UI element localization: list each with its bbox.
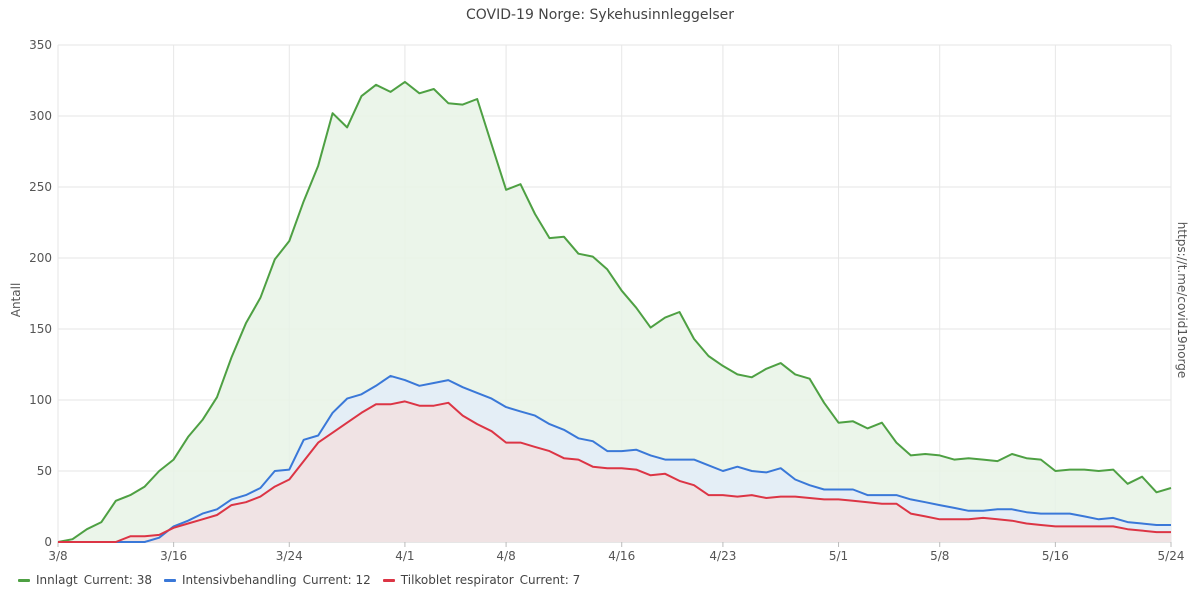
chart-title: COVID-19 Norge: Sykehusinnleggelser [466,7,734,23]
legend-item[interactable]: Innlagt Current: 38 [18,573,152,587]
y-axis-label: Antall [9,283,23,318]
y-tick-label: 100 [29,393,52,407]
series-line-1 [58,374,1171,543]
series-area-2 [58,401,1171,542]
x-tick-label: 5/24 [1158,549,1185,563]
y-tick-label: 0 [44,535,52,549]
y-tick-label: 300 [29,109,52,123]
y-axis-ticks: 0 50 100 150 200 250 300 350 [29,38,52,549]
legend-current-value: Current: 38 [83,573,152,587]
legend-item[interactable]: Tilkoblet respirator Current: 7 [382,573,581,587]
x-axis-ticks: 3/8 3/16 3/24 4/1 4/8 4/16 4/23 5/1 5/8 5/16 5/24 [48,549,1184,563]
x-tick-label: 5/16 [1042,549,1069,563]
x-tick-label: 4/23 [709,549,736,563]
legend-series-name: Tilkoblet respirator [400,573,514,587]
legend-current-value: Current: 7 [519,573,581,587]
y-tick-label: 250 [29,180,52,194]
legend-series-name: Intensivbehandling [181,573,297,587]
x-tick-label: 3/8 [48,549,67,563]
x-tick-label: 4/8 [496,549,515,563]
legend-series-name: Innlagt [36,573,78,587]
x-tick-label: 5/8 [930,549,949,563]
series-areas [58,81,1171,543]
legend-current-value: Current: 12 [302,573,371,587]
x-tick-label: 3/24 [276,549,303,563]
x-tick-label: 4/1 [395,549,414,563]
legend-swatch [18,578,30,582]
x-tick-label: 5/1 [829,549,848,563]
x-tick-label: 4/16 [608,549,635,563]
source-url-label: https://t.me/covid19norge [1175,222,1189,379]
series-lines [57,80,1172,543]
x-tick-label: 3/16 [160,549,187,563]
y-tick-label: 150 [29,322,52,336]
legend-item[interactable]: Intensivbehandling Current: 12 [163,573,371,587]
legend-swatch [163,578,176,582]
y-tick-label: 200 [29,251,52,265]
y-tick-label: 350 [29,38,52,52]
y-tick-label: 50 [37,464,52,478]
legend-swatch [382,578,395,582]
legend: Innlagt Current: 38 Intensivbehandling Curr… [18,573,580,587]
series-line-0 [57,80,1172,543]
series-line-2 [58,400,1171,543]
